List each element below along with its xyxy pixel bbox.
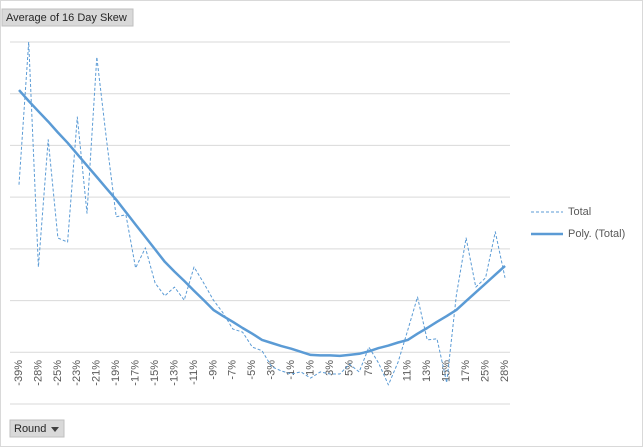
x-tick-label: -3% — [266, 360, 278, 380]
x-tick-label: 3% — [324, 360, 336, 376]
x-tick-label: -28% — [32, 360, 44, 386]
x-tick-label: -9% — [207, 360, 219, 380]
x-tick-label: 9% — [382, 360, 394, 376]
x-tick-label: -13% — [168, 360, 180, 386]
value-field-button[interactable] — [1, 8, 134, 27]
x-tick-label: 5% — [343, 360, 355, 376]
x-tick-label: -21% — [91, 360, 103, 386]
x-tick-label: -17% — [130, 360, 142, 386]
value-field-label: Average of 16 Day Skew — [6, 12, 127, 24]
x-tick-label: -11% — [188, 360, 200, 385]
axis-field-button[interactable] — [9, 419, 65, 438]
x-tick-label: 28% — [499, 360, 511, 382]
x-tick-label: -15% — [149, 360, 161, 386]
trend-line — [18, 89, 506, 358]
axis-field-label: Round — [14, 423, 46, 435]
x-tick-label: 7% — [363, 360, 375, 376]
x-tick-label: -1% — [285, 360, 297, 380]
x-tick-label: 17% — [460, 360, 472, 382]
dropdown-arrow — [51, 427, 59, 432]
x-tick-label: -23% — [71, 360, 83, 386]
legend-label: Total — [568, 206, 591, 218]
x-tick-label: -5% — [246, 360, 258, 380]
x-tick-label: -25% — [52, 360, 64, 386]
x-tick-label: 15% — [441, 360, 453, 382]
data-line — [18, 41, 506, 386]
x-tick-label: 11% — [402, 360, 414, 381]
x-tick-label: -19% — [110, 360, 122, 386]
x-tick-label: -7% — [227, 360, 239, 380]
x-tick-label: 25% — [479, 360, 491, 382]
x-tick-label: 1% — [305, 360, 317, 376]
legend-label: Poly. (Total) — [568, 228, 625, 240]
x-tick-label: 13% — [421, 360, 433, 382]
x-tick-label: -39% — [13, 360, 25, 386]
